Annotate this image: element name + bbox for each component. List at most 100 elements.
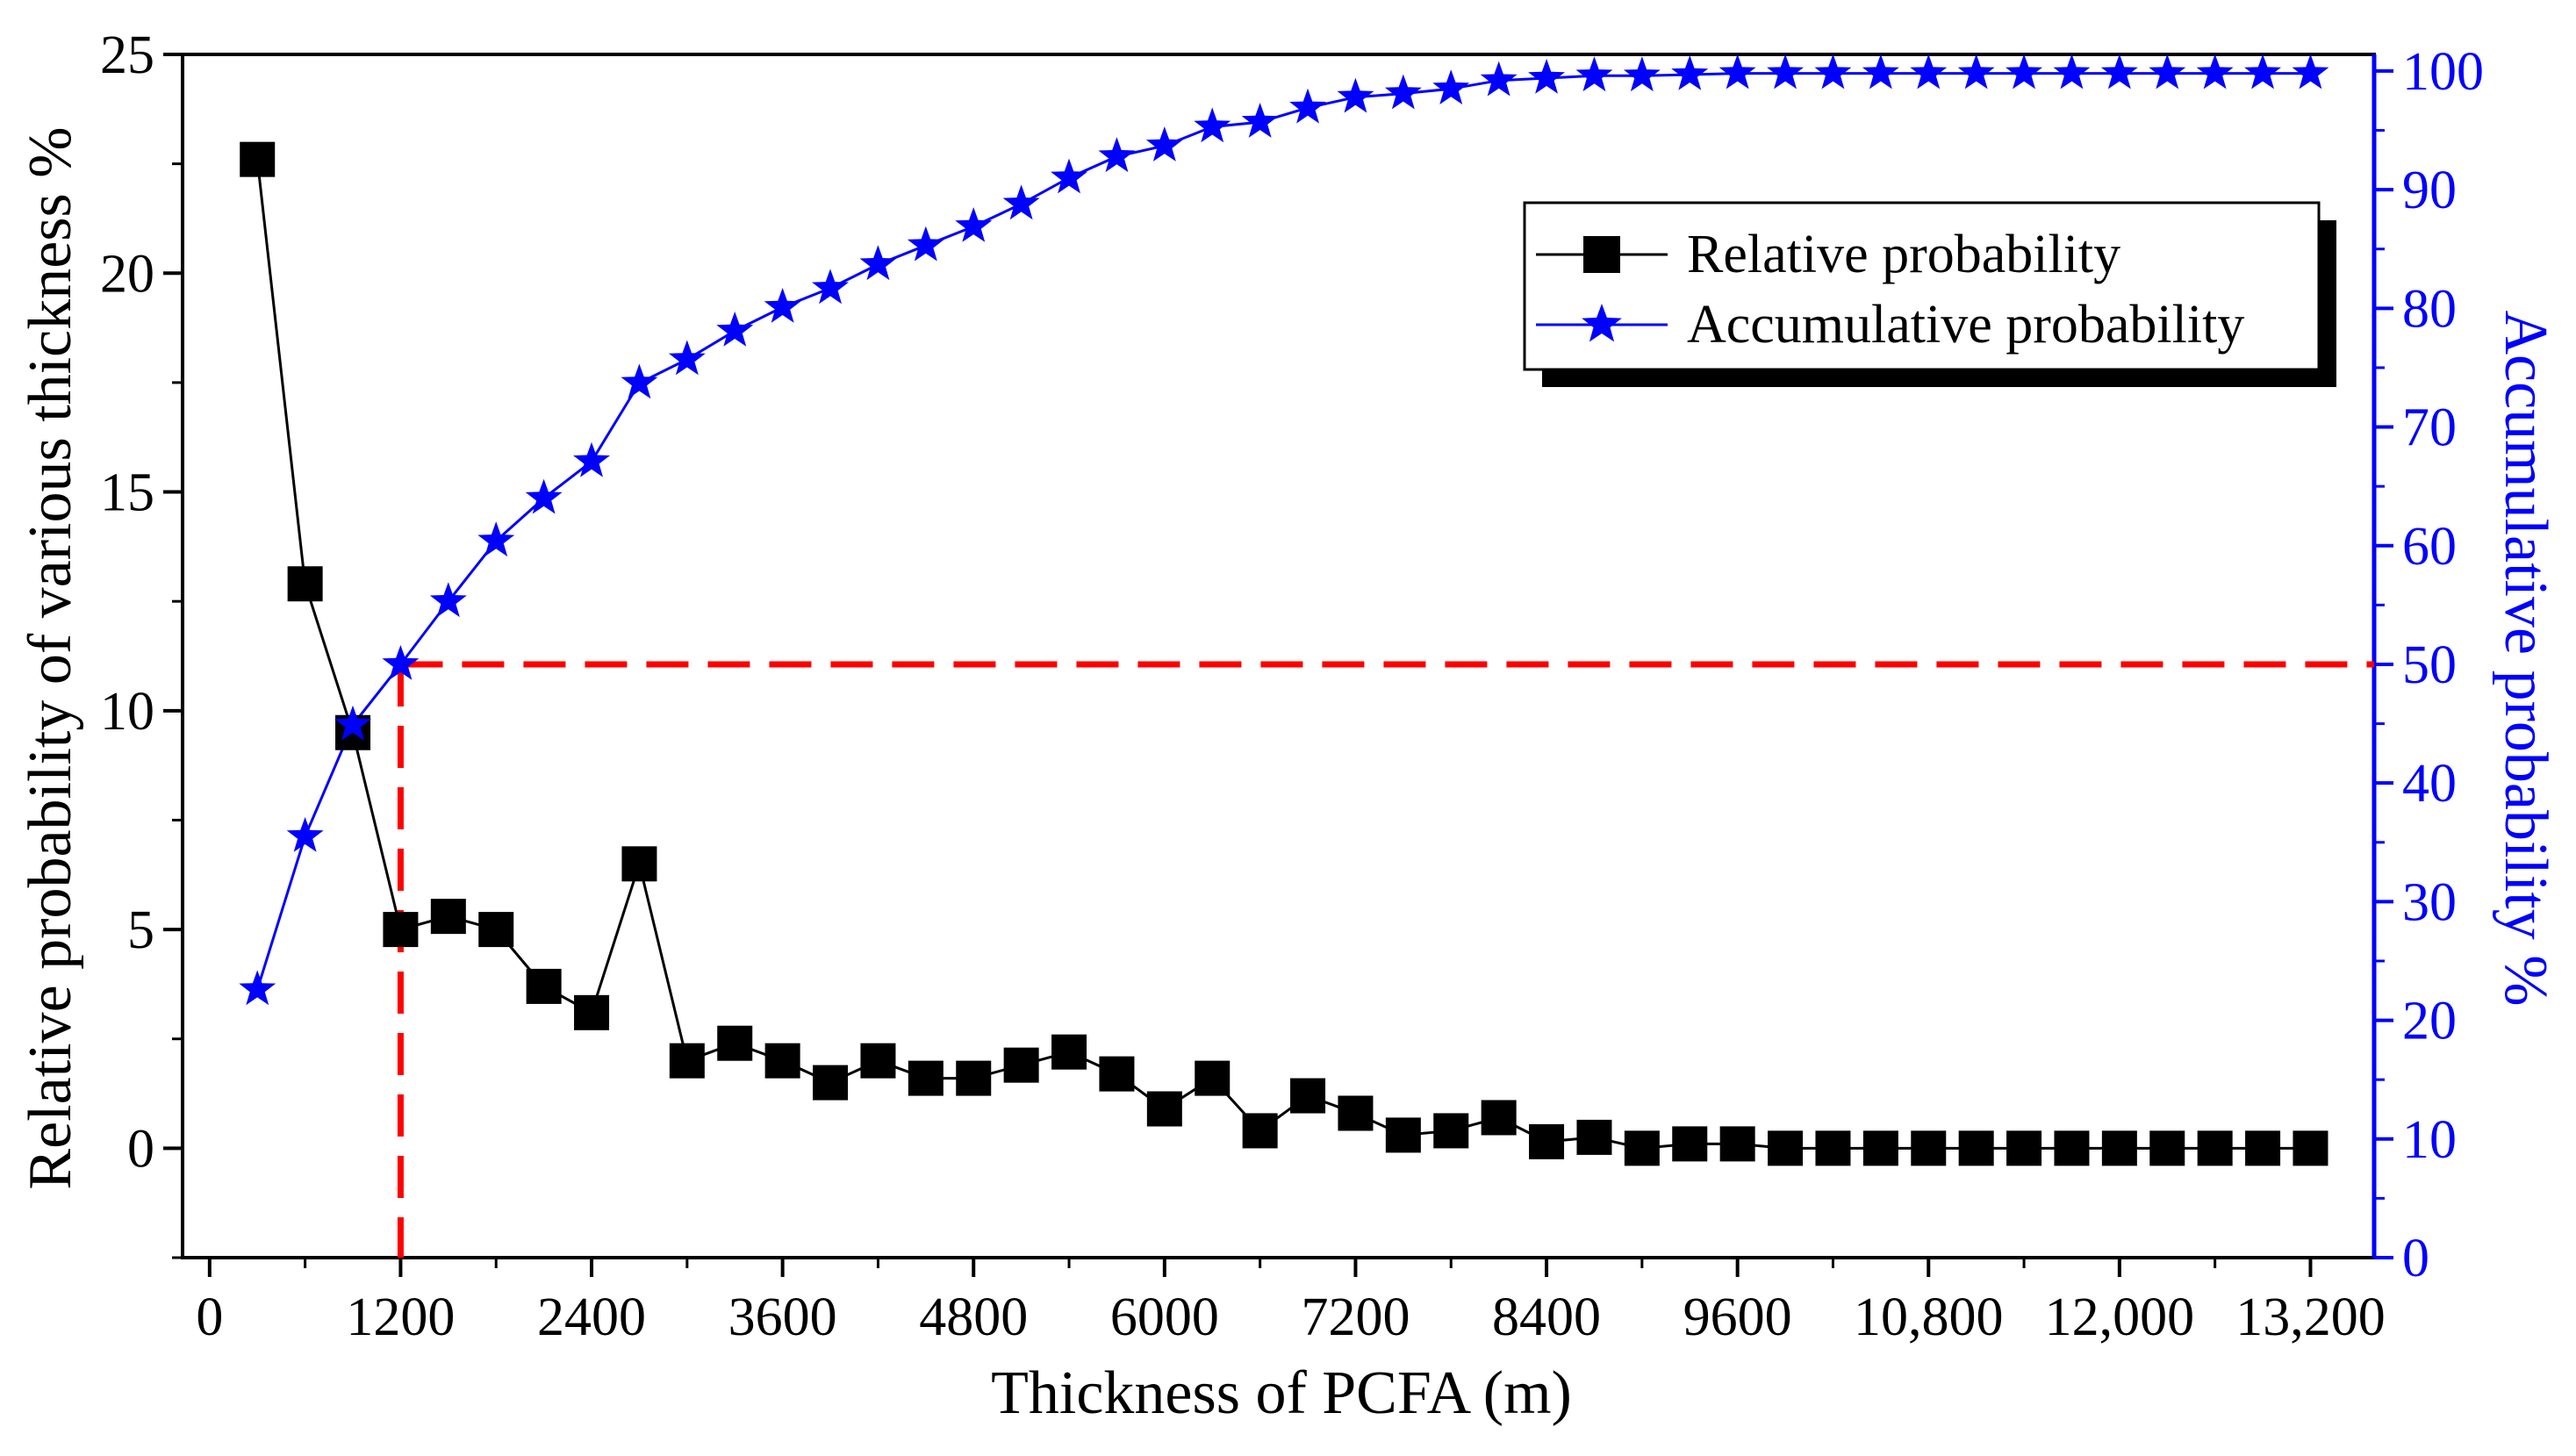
x-tick-label: 1200 [346,1287,455,1347]
x-tick-label: 10,800 [1854,1287,2004,1347]
y-right-tick-label: 50 [2402,635,2457,695]
data-point-accumulative [1767,54,1804,90]
y-right-tick-label: 30 [2402,872,2457,932]
data-point-accumulative [382,645,420,680]
data-point-accumulative [2100,54,2138,90]
legend-box [1523,201,2321,371]
data-point-accumulative [239,970,276,1006]
data-point-accumulative [2292,54,2329,90]
data-point-accumulative [1384,74,1422,110]
y-right-tick-label: 0 [2402,1229,2429,1288]
data-point-accumulative [955,207,993,242]
data-point-relative [1958,1130,1994,1166]
data-point-relative [1003,1047,1039,1083]
data-point-accumulative [716,312,754,347]
data-point-relative [1433,1113,1469,1149]
data-point-accumulative [1814,54,1852,90]
data-point-relative [908,1060,944,1096]
data-point-accumulative [1098,137,1136,173]
data-point-relative [2197,1130,2233,1166]
data-point-relative [1529,1123,1565,1159]
data-point-accumulative [477,521,515,557]
data-point-relative [1338,1095,1374,1131]
y-right-tick-label: 100 [2402,42,2484,102]
data-point-relative [764,1043,800,1079]
data-point-accumulative [2244,54,2281,90]
y-left-tick-label: 0 [127,1119,154,1179]
y-left-tick-label: 5 [127,900,154,960]
data-point-accumulative [812,269,849,305]
data-point-accumulative [1528,59,1565,94]
data-point-relative [1481,1100,1517,1136]
data-point-relative [2293,1130,2328,1166]
y-left-tick-label: 15 [100,463,154,523]
x-tick-label: 12,000 [2045,1287,2195,1347]
legend-marker-relative [1583,236,1620,273]
data-point-accumulative [1862,54,1899,90]
data-point-accumulative [2196,54,2234,90]
data-point-relative [1719,1126,1755,1162]
data-point-relative [240,141,276,177]
y-right-tick-label: 40 [2402,754,2457,814]
data-point-accumulative [1719,54,1756,90]
data-point-accumulative [1337,77,1374,113]
y-right-tick-label: 80 [2402,279,2457,339]
data-point-relative [621,846,657,882]
data-point-accumulative [286,817,324,852]
data-point-accumulative [621,363,658,399]
data-point-accumulative [334,705,371,741]
data-point-accumulative [1051,158,1087,194]
data-point-relative [1815,1130,1851,1166]
data-point-accumulative [2149,54,2186,90]
data-point-accumulative [1671,55,1709,90]
data-point-accumulative [525,478,563,514]
data-point-relative [526,968,562,1004]
right-y-axis-title: Accumulative probability % [2492,310,2559,1006]
x-axis: 0 1200 2400 3600 4800 6000 7200 8400 9600 10,800 1… [196,1258,2386,1347]
data-point-accumulative [1002,184,1040,220]
x-tick-label: 2400 [537,1287,646,1347]
left-y-axis: 0 5 10 15 20 25 [100,25,183,1259]
x-tick-label: 4800 [919,1287,1028,1347]
legend: Relative probability Accumulative probab… [1523,201,2336,387]
data-point-accumulative [573,441,610,477]
reference-lines [397,661,2374,1258]
data-point-accumulative [907,226,944,262]
y-right-tick-label: 60 [2402,517,2457,577]
y-right-tick-label: 90 [2402,161,2457,220]
x-tick-label: 13,200 [2235,1287,2386,1347]
right-y-axis: 0 10 20 30 40 50 60 70 80 90 100 [2374,42,2484,1288]
y-left-tick-label: 10 [100,682,154,742]
data-point-accumulative [2006,54,2042,90]
data-point-relative [1672,1126,1708,1162]
data-point-relative [1195,1060,1231,1096]
x-tick-label: 0 [196,1287,223,1347]
data-point-accumulative [1575,56,1613,92]
legend-label-accumulative: Accumulative probability [1687,295,2244,355]
data-point-relative [860,1043,896,1079]
data-point-accumulative [1957,54,1995,90]
data-point-relative [1768,1130,1804,1166]
data-point-relative [478,912,514,948]
y-right-tick-label: 70 [2402,398,2457,458]
data-point-accumulative [1145,126,1183,161]
y-right-tick-label: 20 [2402,992,2457,1051]
x-tick-label: 8400 [1492,1287,1601,1347]
x-tick-label: 3600 [728,1287,837,1347]
data-point-relative [383,912,419,948]
y-right-tick-label: 10 [2402,1110,2457,1170]
data-point-accumulative [1623,56,1661,92]
data-point-relative [1624,1130,1660,1166]
data-point-relative [2101,1130,2137,1166]
data-point-accumulative [1194,107,1231,143]
data-point-relative [2245,1130,2281,1166]
series-markers [239,54,2329,1166]
data-point-relative [1051,1034,1087,1070]
data-point-relative [430,899,466,935]
data-point-accumulative [1480,61,1518,97]
data-point-accumulative [2053,54,2091,90]
x-tick-label: 6000 [1110,1287,1219,1347]
data-point-relative [1099,1056,1135,1092]
data-point-relative [2054,1130,2090,1166]
